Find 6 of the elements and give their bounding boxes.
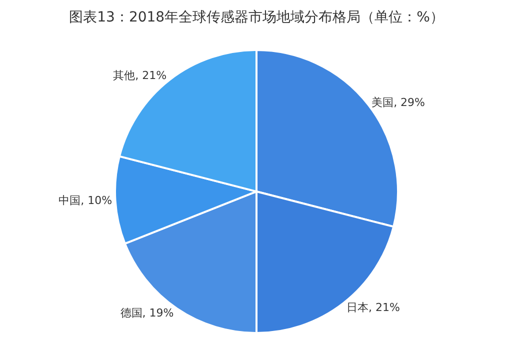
chart-title: 图表13：2018年全球传感器市场地域分布格局（单位：%） [69,10,444,26]
slice-label: 美国, 29% [372,96,426,109]
slice-label: 中国, 10% [58,194,112,207]
slice-label: 其他, 21% [113,69,167,82]
slice-label: 日本, 21% [346,300,400,314]
slice-label: 德国, 19% [120,306,174,320]
